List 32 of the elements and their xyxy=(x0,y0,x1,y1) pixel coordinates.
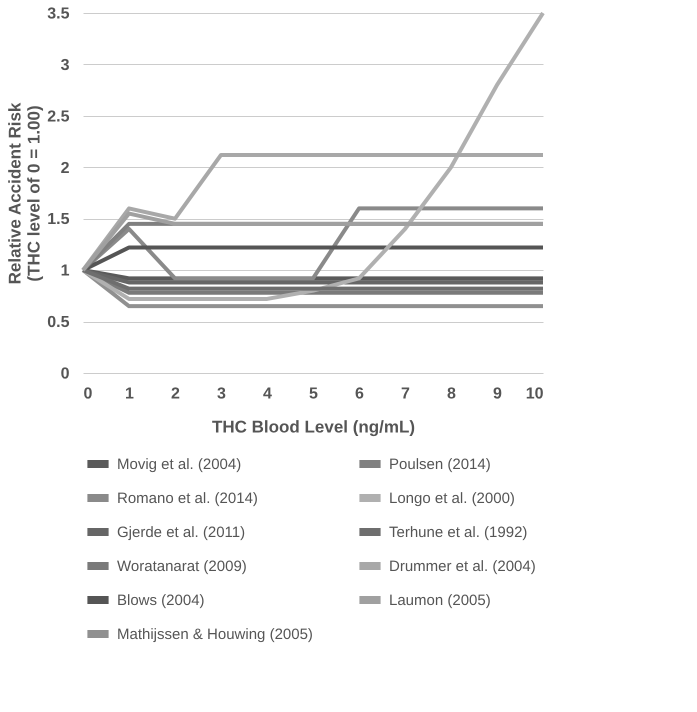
legend-label: Poulsen (2014) xyxy=(389,456,491,473)
x-tick-label: 6 xyxy=(355,386,364,402)
legend-label: Laumon (2005) xyxy=(389,592,491,609)
legend-label: Longo et al. (2000) xyxy=(389,490,515,507)
x-tick-label: 10 xyxy=(526,386,544,402)
legend-label: Romano et al. (2014) xyxy=(117,490,258,507)
legend-label: Mathijssen & Houwing (2005) xyxy=(117,626,313,643)
x-tick-label: 2 xyxy=(171,386,180,402)
x-tick-label: 7 xyxy=(401,386,410,402)
x-tick-label: 9 xyxy=(493,386,502,402)
x-tick-label: 0 xyxy=(84,386,92,402)
y-tick-label: 2 xyxy=(60,160,70,177)
x-tick-label: 5 xyxy=(309,386,318,402)
x-tick-label: 4 xyxy=(263,386,272,402)
legend-label: Gjerde et al. (2011) xyxy=(117,524,246,541)
legend-label: Movig et al. (2004) xyxy=(117,456,242,473)
y-axis-title: Relative Accident Risk (THC level of 0 = 1.00) xyxy=(5,102,44,284)
x-tick-label: 3 xyxy=(217,386,226,402)
x-axis-title: THC Blood Level (ng/mL) xyxy=(212,418,416,436)
y-tick-label: 1.5 xyxy=(47,211,70,228)
x-tick-label: 1 xyxy=(125,386,134,402)
y-tick-label: 2.5 xyxy=(47,108,70,126)
legend-label: Blows (2004) xyxy=(117,592,205,609)
y-tick-label: 0.5 xyxy=(47,314,70,332)
legend-label: Terhune et al. (1992) xyxy=(389,524,528,541)
y-tick-label: 3.5 xyxy=(47,6,70,22)
y-tick-label: 1 xyxy=(60,262,70,280)
legend-label: Drummer et al. (2004) xyxy=(389,558,536,575)
legend-label: Woratanarat (2009) xyxy=(117,558,247,575)
y-tick-label: 3 xyxy=(60,56,70,74)
y-tick-label: 0 xyxy=(60,366,70,382)
x-tick-label: 8 xyxy=(447,386,456,402)
